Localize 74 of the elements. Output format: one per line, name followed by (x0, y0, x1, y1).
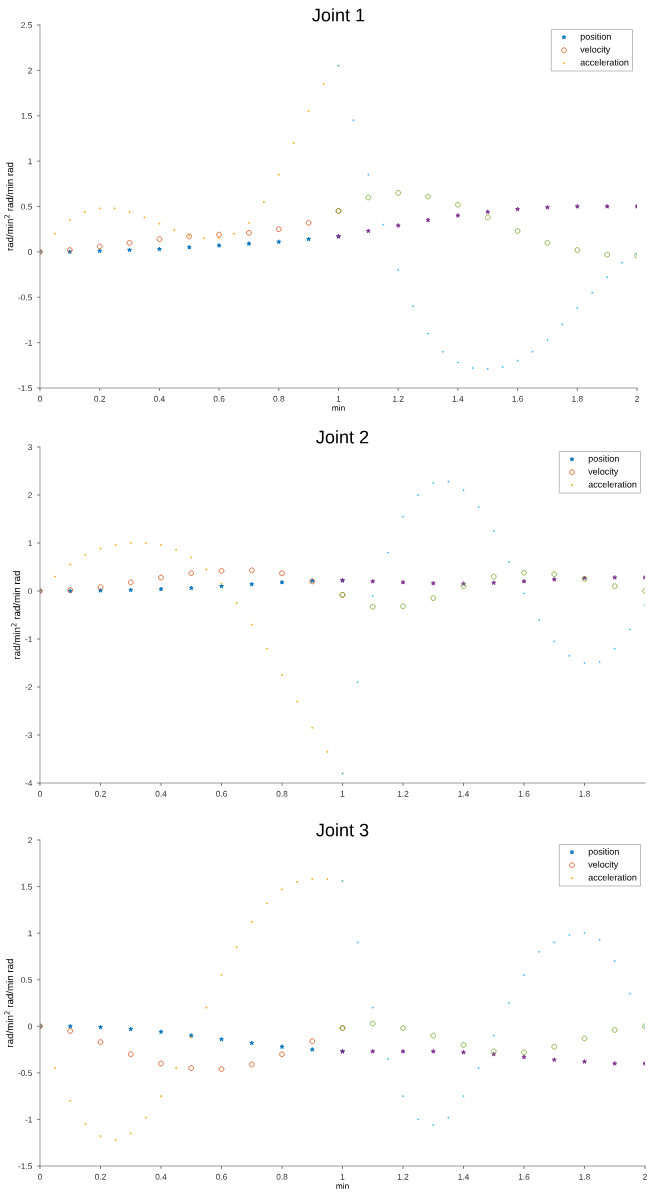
chart-title: Joint 3 (316, 823, 369, 837)
x-tick-label: 0.6 (216, 790, 227, 797)
chart-title: Joint 1 (312, 8, 365, 22)
y-tick-label: 2 (28, 492, 32, 499)
x-tick-label: 1.2 (397, 790, 409, 797)
x-axis-title: min (332, 404, 345, 411)
legend-label: position (588, 455, 619, 464)
x-tick-label: 1.4 (458, 1173, 470, 1180)
x-tick-label: 0.2 (94, 395, 106, 402)
y-tick-label: 2.5 (21, 22, 33, 29)
x-tick-label: 1.6 (518, 790, 530, 797)
y-tick-label: -3 (25, 732, 32, 739)
legend-label: position (588, 848, 619, 857)
legend-label: acceleration (580, 58, 629, 66)
x-tick-label: 1.8 (572, 395, 583, 402)
y-tick-label: -2 (25, 684, 32, 691)
y-tick-label: 1 (28, 540, 32, 547)
y-tick-label: 0.5 (21, 203, 33, 210)
x-axis-title: min (336, 1182, 349, 1189)
x-tick-label: 1.4 (458, 790, 470, 797)
legend-label: acceleration (588, 480, 637, 488)
y-tick-label: -4 (25, 780, 33, 787)
legend-label: velocity (580, 46, 611, 55)
legend-label: acceleration (588, 873, 637, 881)
x-tick-label: 0 (38, 395, 42, 402)
y-tick-label: 3 (28, 444, 32, 451)
x-tick-label: 1.4 (452, 395, 464, 402)
x-tick-label: 0.8 (276, 790, 288, 797)
x-tick-label: 1.2 (393, 395, 404, 402)
x-tick-label: 0.4 (155, 1173, 167, 1180)
x-tick-label: 0.8 (276, 1173, 288, 1180)
y-tick-label: 0 (28, 588, 33, 595)
x-tick-label: 0.2 (95, 790, 106, 797)
x-tick-label: 1 (336, 395, 341, 402)
y-tick-label: -1.5 (18, 1163, 33, 1170)
x-tick-label: 1 (340, 790, 345, 797)
y-tick-label: -1 (25, 339, 32, 346)
y-tick-label: 1 (28, 158, 32, 165)
x-tick-label: 0.6 (216, 1173, 227, 1180)
x-tick-label: 0 (38, 790, 42, 797)
x-tick-label: 0 (38, 1173, 42, 1180)
y-tick-label: 1 (28, 930, 32, 937)
x-tick-label: 0.2 (95, 1173, 106, 1180)
y-tick-label: 0 (28, 1023, 33, 1030)
x-tick-label: 1.8 (579, 790, 590, 797)
y-tick-label: -1 (25, 1116, 32, 1123)
y-tick-label: -0.5 (18, 1070, 33, 1076)
y-tick-label: -0.5 (18, 294, 33, 301)
y-tick-label: 2 (28, 67, 32, 74)
y-axis-title: rad/min$^{2}$ rad/min rad (4, 162, 14, 251)
x-tick-label: 2 (635, 395, 639, 402)
y-tick-label: 1.5 (21, 883, 33, 890)
legend-label: velocity (588, 468, 619, 477)
y-tick-label: -1 (25, 636, 32, 643)
x-tick-label: 1.6 (518, 1173, 530, 1180)
x-tick-label: 1 (340, 1173, 345, 1180)
x-tick-label: 0.6 (213, 395, 225, 402)
x-tick-label: 1.8 (579, 1173, 590, 1180)
y-tick-label: 2 (28, 837, 32, 844)
y-tick-label: 0.5 (21, 976, 33, 983)
y-tick-label: 1.5 (21, 113, 33, 119)
y-axis-title: rad/min$^{2}$ rad/min rad (4, 959, 14, 1047)
x-tick-label: 1.2 (397, 1173, 409, 1180)
x-tick-label: 0.8 (273, 395, 285, 402)
legend-label: velocity (588, 861, 619, 870)
x-tick-label: 1.6 (512, 395, 524, 402)
y-tick-label: -1.5 (18, 385, 33, 392)
chart-title: Joint 2 (316, 430, 369, 444)
x-tick-label: 2 (643, 1173, 647, 1180)
y-tick-label: 0 (28, 249, 33, 255)
x-tick-label: 0.4 (153, 395, 165, 402)
y-axis-title: rad/min$^{2}$ rad/min rad (11, 571, 21, 659)
legend-label: position (580, 33, 611, 42)
x-tick-label: 0.4 (155, 790, 167, 797)
